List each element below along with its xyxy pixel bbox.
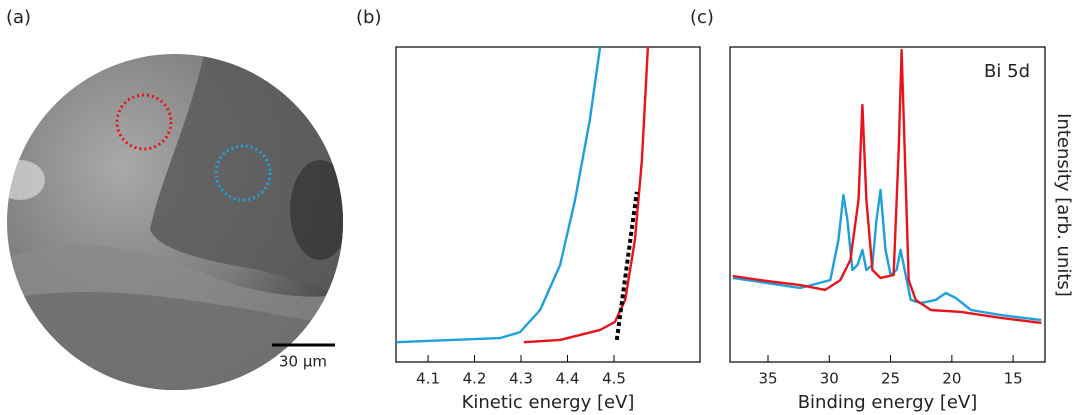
x-tick-label: 4.4	[556, 370, 580, 388]
x-tick-label: 4.2	[463, 370, 487, 388]
x-tick-label: 15	[1004, 370, 1023, 388]
plot-frame	[395, 46, 701, 363]
micrograph	[7, 54, 343, 390]
x-tick-label: 25	[881, 370, 900, 388]
series-line	[523, 46, 650, 344]
roi-blue	[214, 144, 272, 202]
x-tick-label: 20	[942, 370, 961, 388]
y-axis-label: Intensity [arb. units]	[1053, 113, 1074, 297]
panel-label: (c)	[690, 7, 714, 28]
plot-frame	[729, 46, 1046, 363]
x-tick-label: 4.3	[509, 370, 533, 388]
x-tick-label: 4.1	[416, 370, 440, 388]
scale-bar-label: 30 μm	[279, 353, 327, 371]
roi-red	[115, 93, 173, 151]
x-axis-label: Kinetic energy [eV]	[462, 392, 635, 413]
series-line	[732, 188, 1042, 322]
series-line	[732, 48, 1042, 325]
panel-label: (a)	[6, 7, 31, 28]
series-line	[614, 191, 639, 341]
series-line	[395, 46, 602, 344]
x-tick-label: 30	[820, 370, 839, 388]
annotation: Bi 5d	[984, 61, 1030, 82]
x-axis-label: Binding energy [eV]	[798, 392, 978, 413]
x-tick-label: 4.5	[602, 370, 626, 388]
x-tick-label: 35	[758, 370, 777, 388]
panel-label: (b)	[356, 7, 381, 28]
